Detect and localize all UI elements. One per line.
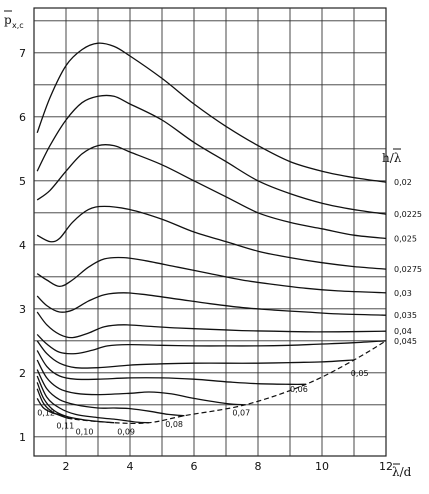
curve-label-0-10: 0,10	[76, 428, 94, 437]
x-tick-label: 10	[315, 460, 329, 473]
curve-label-0-045: 0,045	[394, 337, 417, 346]
boundary-group	[59, 340, 387, 425]
curve-label-0-02: 0,02	[394, 178, 412, 187]
x-tick-label: 4	[127, 460, 134, 473]
series-line-0-06	[36, 350, 307, 385]
curve-label-0-08: 0,08	[165, 420, 183, 429]
x-axis-title: λ/d	[392, 463, 412, 479]
series-line-0-10	[36, 382, 115, 424]
y-tick-label: 6	[19, 111, 26, 124]
y-tick-label: 5	[19, 175, 26, 188]
curve-label-0-09: 0,09	[117, 428, 135, 437]
series-line-0-02	[36, 42, 387, 183]
y-tick-label: 7	[19, 47, 26, 60]
grid	[33, 7, 387, 457]
labels-group: 0,02 0,0225 0,025 0,0275 0,03 0,035 0,040,045 0…	[37, 178, 422, 437]
curve-label-0-035: 0,035	[394, 311, 417, 320]
y-tick-label: 1	[19, 431, 26, 444]
series-line-0-04	[36, 311, 387, 339]
series-line-0-03	[36, 256, 387, 294]
series-line-0-09	[36, 375, 150, 424]
series-line-0-025	[36, 144, 387, 240]
curve-label-0-0225: 0,0225	[394, 210, 422, 219]
series-line-0-08	[36, 369, 185, 417]
series-line-0-07	[36, 359, 246, 406]
series-line-0-05	[36, 340, 355, 369]
legend-title: h/λ	[382, 148, 402, 165]
x-tick-label: 6	[191, 460, 198, 473]
curve-label-0-12: 0,12	[37, 408, 55, 417]
series-line-0-0275	[36, 205, 387, 270]
curve-label-0-05: 0,05	[351, 369, 369, 378]
legend-title-text: h/λ	[382, 151, 402, 165]
y-axis-title-main: p	[4, 13, 12, 27]
curve-label-0-06: 0,06	[290, 385, 308, 394]
x-tick-label: 2	[63, 460, 70, 473]
y-axis-title-subscript: x,c	[12, 21, 24, 30]
curve-label-0-025: 0,025	[394, 234, 417, 243]
x-tick-label: 8	[255, 460, 262, 473]
curve-label-0-07: 0,07	[232, 408, 250, 417]
series-line-0-045	[36, 333, 387, 355]
curve-label-0-04: 0,04	[394, 327, 412, 336]
curve-label-0-0275: 0,0275	[394, 265, 422, 274]
curve-label-0-03: 0,03	[394, 289, 412, 298]
series-line-0-035	[36, 292, 387, 316]
series-line-0-12	[36, 398, 60, 416]
series-line-0-0225	[36, 94, 387, 215]
x-tick-label: 12	[379, 460, 393, 473]
boundary-dashed-line	[59, 340, 387, 425]
curve-label-0-11: 0,11	[56, 421, 74, 430]
plot-frame	[33, 7, 387, 457]
series-group	[36, 42, 387, 424]
y-axis-title: p x,c	[4, 10, 24, 30]
y-tick-label: 2	[19, 367, 26, 380]
y-tick-label: 4	[19, 239, 26, 252]
x-axis-title-text: λ/d	[392, 465, 412, 479]
y-tick-label: 3	[19, 303, 26, 316]
